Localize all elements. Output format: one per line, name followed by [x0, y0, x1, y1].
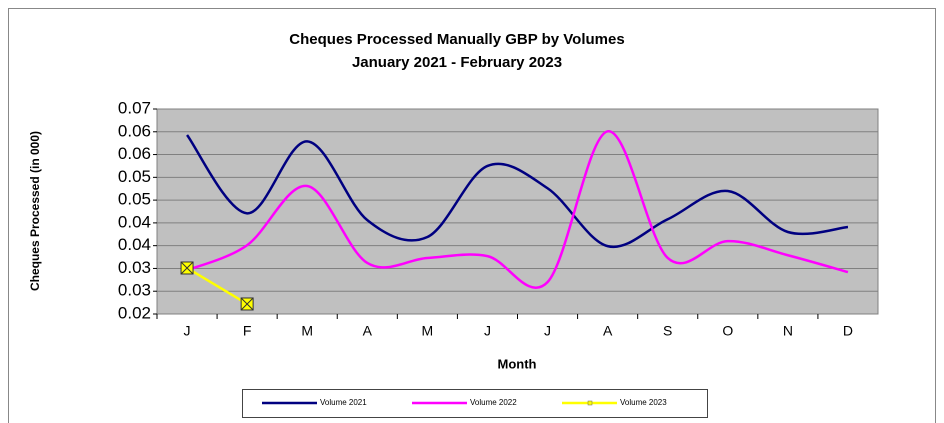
legend-marker	[587, 400, 593, 406]
x-tick-label: F	[243, 323, 252, 339]
y-tick-label: 0.06	[118, 121, 151, 140]
x-tick-label: N	[783, 323, 793, 339]
x-tick-label: D	[843, 323, 853, 339]
x-tick-label: J	[184, 323, 191, 339]
plot-area	[156, 108, 879, 315]
x-tick-label: M	[422, 323, 434, 339]
x-tick-label: J	[544, 323, 551, 339]
y-tick-label: 0.04	[118, 212, 151, 231]
point-marker-cross	[240, 297, 254, 311]
x-tick-label: A	[603, 323, 613, 339]
chart-subtitle: January 2021 - February 2023	[352, 54, 562, 71]
x-tick-label: O	[722, 323, 733, 339]
series-line	[186, 134, 849, 249]
y-tick-label: 0.05	[118, 190, 151, 209]
x-tick-label: J	[484, 323, 491, 339]
y-tick-label: 0.07	[118, 98, 151, 117]
point-marker-cross	[180, 261, 194, 275]
chart-title: Cheques Processed Manually GBP by Volume…	[289, 31, 624, 48]
y-tick-label: 0.06	[118, 144, 151, 163]
y-tick-label: 0.05	[118, 167, 151, 186]
y-tick-label: 0.03	[118, 281, 151, 300]
y-tick-label: 0.04	[118, 235, 151, 254]
x-tick-label: A	[363, 323, 373, 339]
series-line	[186, 130, 849, 290]
y-tick-label: 0.02	[118, 303, 151, 322]
y-tick-label: 0.03	[118, 258, 151, 277]
x-axis-title: Month	[498, 356, 537, 371]
x-tick-label: M	[301, 323, 313, 339]
x-tick-label: S	[663, 323, 672, 339]
legend-label: Volume 2022	[470, 398, 517, 407]
legend-box	[242, 389, 708, 418]
legend-label: Volume 2023	[620, 398, 667, 407]
legend-label: Volume 2021	[320, 398, 367, 407]
y-axis-title: Cheques Processed (in 000)	[28, 131, 42, 291]
